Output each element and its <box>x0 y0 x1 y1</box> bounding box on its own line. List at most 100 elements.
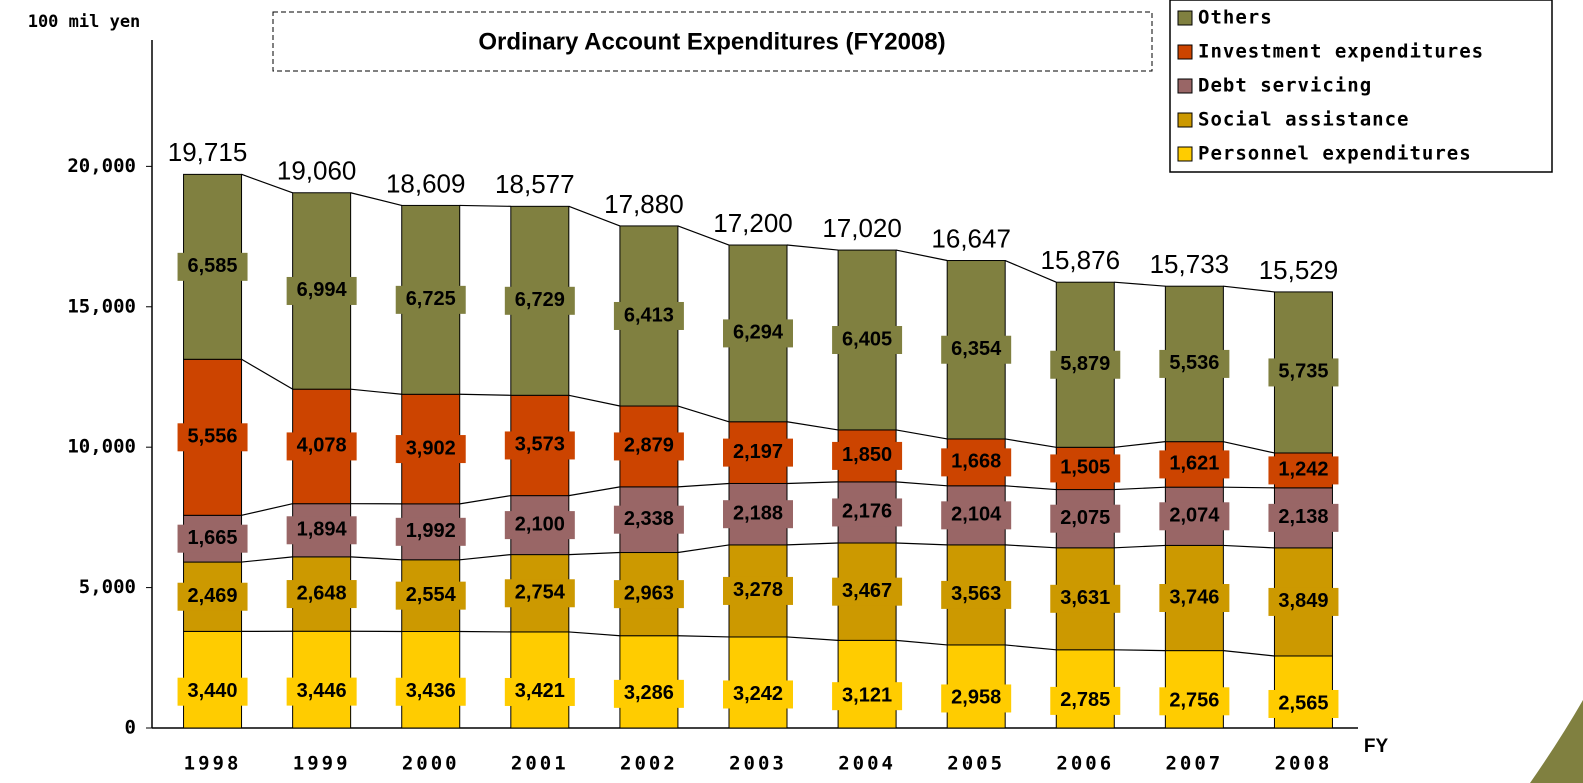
legend-label: Debt servicing <box>1198 75 1372 97</box>
data-label: 3,563 <box>951 583 1001 605</box>
connector-line <box>1223 650 1275 657</box>
connector-line <box>677 482 730 488</box>
connector-line <box>1223 544 1275 549</box>
x-tick-label: 2001 <box>511 753 569 775</box>
data-label: 5,879 <box>1060 353 1110 375</box>
data-label: 1,665 <box>188 527 238 549</box>
data-label: 6,725 <box>406 288 456 310</box>
data-label: 1,505 <box>1060 457 1110 479</box>
data-label: 2,075 <box>1060 507 1110 529</box>
connector-line <box>1005 438 1057 448</box>
data-label-bg <box>1268 689 1339 718</box>
data-label-bg <box>1159 502 1230 531</box>
total-label: 16,647 <box>931 223 1011 253</box>
data-label-bg <box>504 286 575 315</box>
data-label: 2,756 <box>1169 690 1219 712</box>
legend-label: Investment expenditures <box>1198 41 1484 63</box>
connector-line <box>896 542 948 546</box>
connector-line <box>241 503 293 516</box>
data-label-bg <box>395 435 466 464</box>
connector-line <box>1005 544 1057 549</box>
total-label: 19,715 <box>168 137 248 167</box>
data-label-bg <box>832 498 903 527</box>
data-label: 2,338 <box>624 508 674 530</box>
connector-line <box>895 429 948 440</box>
data-label-bg <box>1050 454 1121 483</box>
data-label: 2,176 <box>842 501 892 523</box>
connector-line <box>1114 486 1166 491</box>
data-label: 6,994 <box>297 279 348 301</box>
connector-line <box>350 192 402 207</box>
data-label: 6,585 <box>188 255 238 277</box>
legend-swatch <box>1177 10 1193 26</box>
data-label-bg <box>613 679 684 708</box>
title-box <box>272 11 1153 72</box>
data-label-bg <box>1268 456 1339 485</box>
data-label: 2,879 <box>624 435 674 457</box>
data-label: 2,074 <box>1169 505 1220 527</box>
connector-line <box>568 394 621 407</box>
total-label: 18,609 <box>386 168 466 198</box>
x-tick-label: 2000 <box>402 753 460 775</box>
data-label-bg <box>504 677 575 706</box>
connector-line <box>677 544 730 554</box>
connector-line <box>459 204 511 207</box>
connector-line <box>896 481 948 487</box>
data-label: 3,242 <box>733 683 783 705</box>
data-label-bg <box>1050 504 1121 533</box>
total-label: 18,577 <box>495 169 575 199</box>
x-axis-label: FY <box>1364 736 1389 757</box>
data-label-bg <box>832 441 903 470</box>
data-label-bg <box>1159 450 1230 479</box>
data-label-bg <box>1268 587 1339 616</box>
data-label-bg <box>286 580 357 609</box>
data-label: 6,405 <box>842 328 892 350</box>
legend-swatch <box>1177 146 1193 162</box>
data-label: 3,446 <box>297 680 347 702</box>
data-label-bg <box>723 500 793 529</box>
connector-line <box>895 249 948 262</box>
data-label-bg <box>941 580 1012 609</box>
data-label: 6,354 <box>951 338 1002 360</box>
data-label-bg <box>1159 584 1230 613</box>
data-label-bg <box>286 276 357 305</box>
data-label-bg <box>177 677 248 706</box>
connector-line <box>677 405 730 423</box>
connector-line <box>241 173 293 194</box>
data-label: 2,958 <box>951 687 1001 709</box>
data-label-bg <box>177 252 248 281</box>
connector-line <box>1223 441 1275 454</box>
data-label-bg <box>395 581 466 610</box>
data-label: 1,621 <box>1169 453 1219 475</box>
data-label: 4,078 <box>297 435 347 457</box>
data-label-bg <box>613 301 684 330</box>
data-label: 1,992 <box>406 520 456 542</box>
data-label-bg <box>941 684 1012 713</box>
total-label: 17,020 <box>822 213 902 243</box>
data-label: 6,413 <box>624 304 674 326</box>
data-label-bg <box>177 582 248 611</box>
data-label-bg <box>613 580 684 609</box>
legend-swatch <box>1177 78 1193 94</box>
connector-line <box>786 481 839 485</box>
connector-line <box>350 388 402 395</box>
data-label: 2,104 <box>951 504 1002 526</box>
data-label: 2,197 <box>733 441 783 463</box>
data-label: 3,746 <box>1169 586 1219 608</box>
data-label: 5,735 <box>1278 361 1328 383</box>
data-label-bg <box>395 517 466 546</box>
data-label: 2,754 <box>515 582 566 604</box>
data-label: 3,573 <box>515 434 565 456</box>
connector-line <box>1223 486 1275 489</box>
data-label: 1,668 <box>951 451 1001 473</box>
data-label: 2,648 <box>297 582 347 604</box>
data-label-bg <box>723 438 793 467</box>
data-label-bg <box>613 432 684 461</box>
x-tick-label: 2003 <box>729 753 787 775</box>
data-label-bg <box>177 524 248 553</box>
data-label: 2,963 <box>624 582 674 604</box>
legend-label: Personnel expenditures <box>1198 143 1472 165</box>
data-label: 1,850 <box>842 444 892 466</box>
connector-line <box>896 639 948 646</box>
